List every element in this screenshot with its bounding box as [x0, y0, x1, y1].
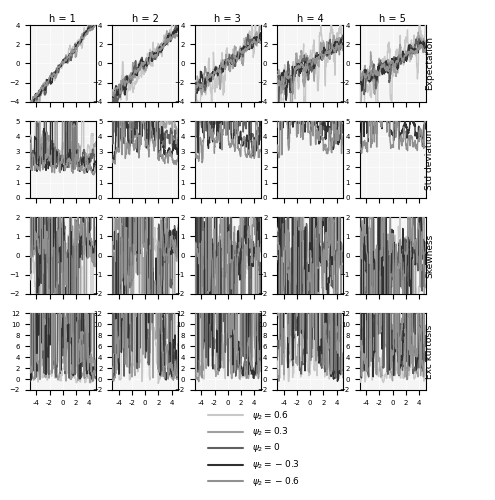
- Y-axis label: Std deviation: Std deviation: [425, 130, 435, 190]
- Text: $\psi_2 = -0.3$: $\psi_2 = -0.3$: [252, 458, 300, 471]
- Title: h = 3: h = 3: [214, 14, 241, 24]
- Text: $\psi_2 = -0.6$: $\psi_2 = -0.6$: [252, 474, 300, 488]
- Title: h = 1: h = 1: [50, 14, 76, 24]
- Text: $\psi_2 = 0.6$: $\psi_2 = 0.6$: [252, 408, 290, 422]
- Title: h = 2: h = 2: [132, 14, 158, 24]
- Y-axis label: Skewness: Skewness: [425, 234, 435, 278]
- Title: h = 5: h = 5: [379, 14, 406, 24]
- Text: $\psi_2 = 0$: $\psi_2 = 0$: [252, 442, 281, 454]
- Title: h = 4: h = 4: [297, 14, 324, 24]
- Y-axis label: Exc kurtosis: Exc kurtosis: [425, 324, 435, 378]
- Text: $\psi_2 = 0.3$: $\psi_2 = 0.3$: [252, 425, 289, 438]
- Y-axis label: Expectation: Expectation: [425, 36, 435, 90]
